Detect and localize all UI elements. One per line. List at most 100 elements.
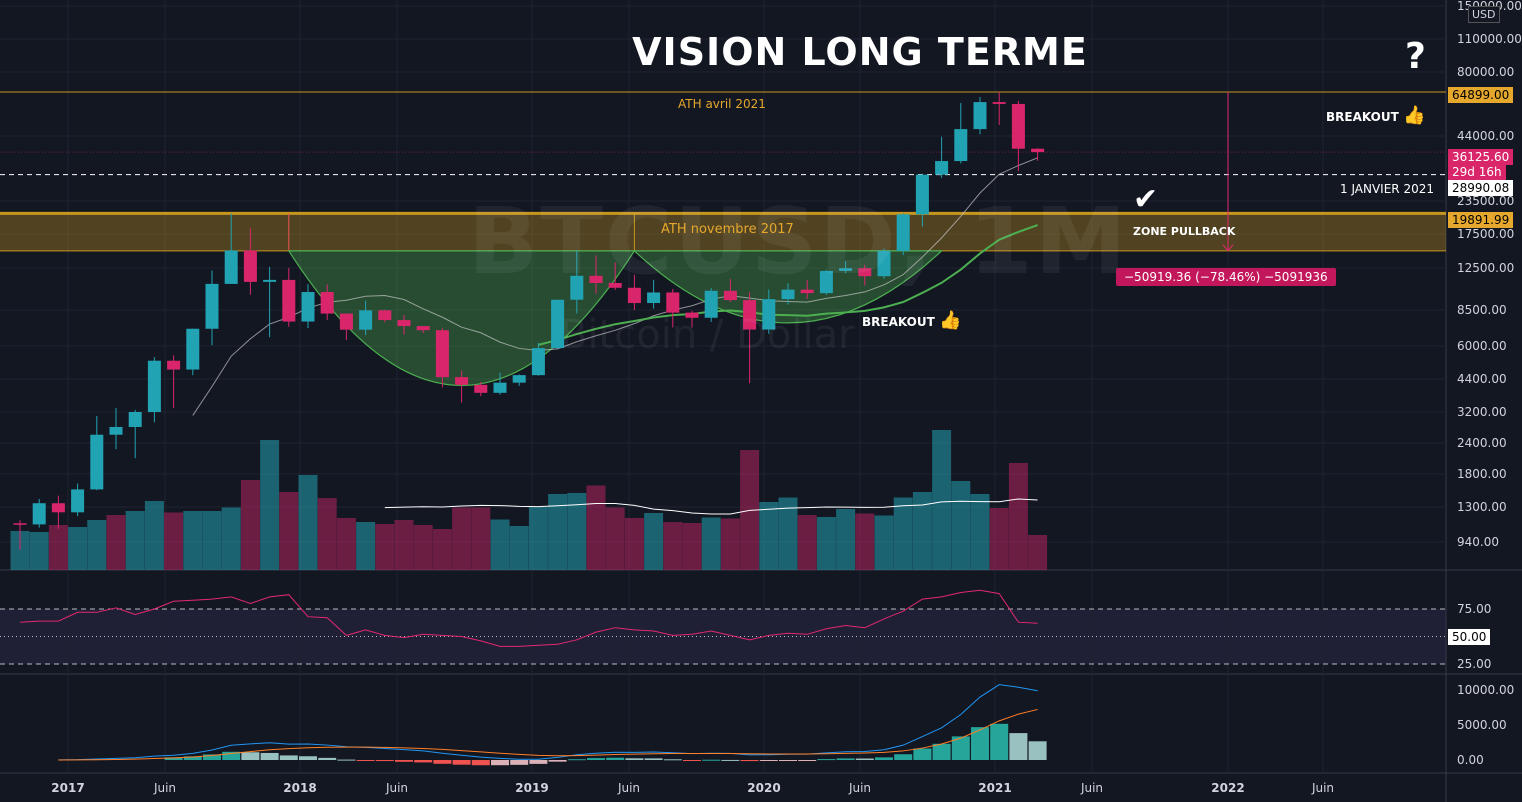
- candle-body: [762, 299, 776, 330]
- candle-body: [493, 382, 507, 393]
- thumbs-up-icon: 👍: [938, 310, 962, 331]
- measure-box[interactable]: −50919.36 (−78.46%) −5091936: [1116, 268, 1336, 286]
- zone-pullback-label: ZONE PULLBACK: [1133, 225, 1236, 238]
- macd-histogram-bar: [279, 755, 298, 760]
- candle-body: [877, 250, 891, 277]
- volume-bar: [509, 526, 529, 570]
- y-tick-label: 2400.00: [1457, 436, 1507, 450]
- candle-body: [551, 299, 565, 349]
- x-tick-label: 2021: [978, 781, 1011, 795]
- macd-histogram-bar: [375, 760, 394, 762]
- candle-body: [743, 300, 757, 330]
- volume-bar: [68, 527, 88, 570]
- y-tick-label: 3200.00: [1457, 405, 1507, 419]
- volume-bar: [816, 517, 836, 570]
- volume-bar: [989, 508, 1009, 570]
- candle-body: [800, 289, 814, 294]
- y-tick-label: 940.00: [1457, 535, 1499, 549]
- macd-histogram-bar: [836, 758, 855, 760]
- price-tag-ath: 64899.00: [1448, 87, 1514, 103]
- measure-arrow: [1222, 244, 1234, 252]
- macd-histogram-bar: [222, 751, 241, 760]
- candle-body: [32, 503, 46, 525]
- candle-body: [858, 268, 872, 277]
- janvier-label: 1 JANVIER 2021: [1340, 182, 1434, 196]
- volume-bar: [260, 440, 280, 570]
- rsi-tick-label: 75.00: [1457, 602, 1491, 616]
- x-tick-label: 2019: [515, 781, 548, 795]
- macd-histogram-bar: [529, 760, 548, 764]
- volume-bar: [970, 494, 990, 570]
- macd-histogram-bar: [548, 760, 567, 762]
- ath-zone: [0, 213, 1446, 251]
- macd-histogram-bar: [510, 760, 529, 765]
- macd-histogram-bar: [990, 723, 1009, 760]
- candle-body: [397, 320, 411, 327]
- x-tick-label: 2020: [747, 781, 780, 795]
- y-tick-label: 1800.00: [1457, 467, 1507, 481]
- breakout-top-label: BREAKOUT 👍: [1326, 105, 1425, 126]
- question-mark: ?: [1405, 36, 1426, 77]
- macd-tick-label: 10000.00: [1457, 683, 1514, 697]
- chart-title: VISION LONG TERME: [632, 30, 1088, 74]
- candle-body: [915, 174, 929, 215]
- volume-bar: [29, 532, 49, 570]
- candle-body: [263, 279, 277, 282]
- candle-body: [243, 250, 257, 282]
- breakout-top-text: BREAKOUT: [1326, 110, 1399, 124]
- macd-histogram-bar: [567, 759, 586, 761]
- volume-bar: [720, 518, 740, 570]
- signal-line: [58, 708, 1038, 761]
- volume-bar: [874, 515, 894, 570]
- volume-bar: [125, 511, 145, 570]
- candle-body: [647, 292, 661, 304]
- volume-bar: [663, 522, 683, 570]
- candle-body: [512, 375, 526, 383]
- checkmark-icon: ✔: [1133, 182, 1159, 217]
- macd-histogram-bar: [721, 759, 740, 761]
- candle-body: [666, 292, 680, 313]
- volume-bar: [836, 509, 856, 570]
- symbol-watermark: BTCUSD, 1M: [468, 188, 1129, 295]
- macd-histogram-bar: [951, 736, 970, 760]
- macd-histogram-bar: [414, 760, 433, 763]
- macd-histogram-bar: [1028, 741, 1047, 760]
- candle-body: [90, 434, 104, 490]
- candle-body: [224, 250, 238, 284]
- y-tick-label: 17500.00: [1457, 227, 1514, 241]
- volume-bar: [202, 511, 222, 570]
- macd-histogram-bar: [798, 760, 817, 761]
- volume-bar: [144, 501, 164, 570]
- y-tick-label: 1300.00: [1457, 500, 1507, 514]
- volume-bar: [778, 497, 798, 570]
- rsi-tick-label: 25.00: [1457, 657, 1491, 671]
- volume-bar: [221, 507, 241, 570]
- rsi-line: [19, 589, 1038, 647]
- candle-body: [282, 279, 296, 322]
- macd-histogram-bar: [625, 758, 644, 760]
- volume-bar: [279, 492, 299, 570]
- candle-body: [474, 384, 488, 393]
- volume-bar: [336, 518, 356, 570]
- x-tick-label: Juin: [1311, 781, 1334, 795]
- breakout-mid-text: BREAKOUT: [862, 315, 935, 329]
- volume-bar: [605, 507, 625, 570]
- currency-badge[interactable]: USD: [1468, 6, 1500, 23]
- candle-body: [13, 523, 27, 525]
- candle-body: [935, 161, 949, 175]
- macd-histogram-bar: [779, 760, 797, 761]
- macd-histogram-bar: [395, 760, 413, 762]
- macd-histogram-bar: [356, 760, 375, 761]
- volume-bar: [855, 513, 875, 570]
- macd-histogram-bar: [471, 760, 490, 766]
- volume-bar: [317, 498, 337, 570]
- macd-histogram-bar: [241, 752, 260, 760]
- candle-body: [704, 290, 718, 318]
- macd-histogram-bar: [260, 752, 279, 760]
- price-tag-janvier: 28990.08: [1448, 180, 1514, 196]
- volume-bar: [490, 519, 510, 570]
- candle-body: [531, 348, 545, 376]
- candle-body: [416, 326, 430, 331]
